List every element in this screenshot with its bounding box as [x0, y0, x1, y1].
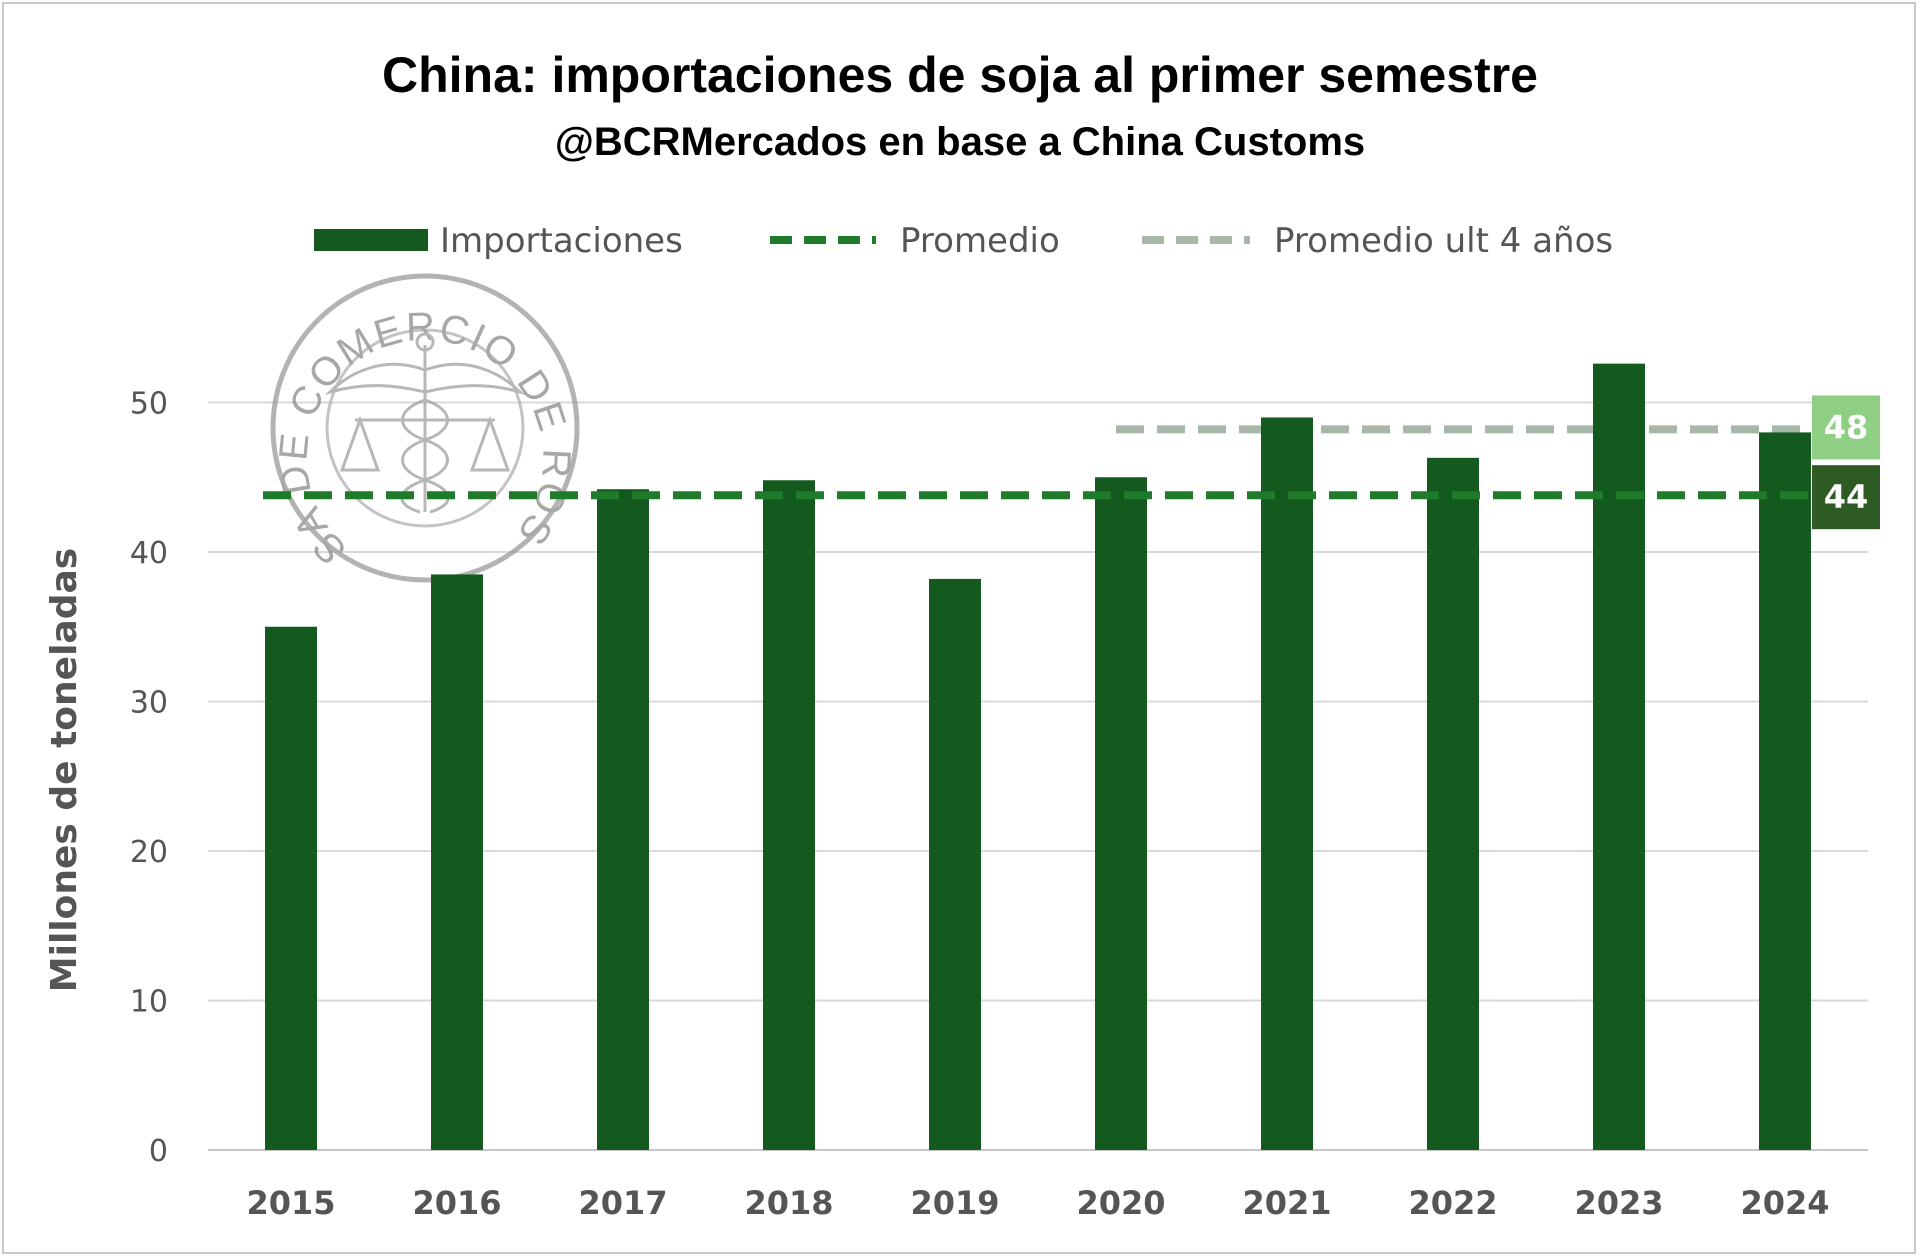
reference-tag: [1812, 465, 1880, 530]
x-tick-label: 2023: [1574, 1184, 1663, 1222]
y-axis-ticks: 0 10 20 30 40 50: [130, 387, 168, 1170]
y-axis-label: Millones de toneladas: [44, 548, 85, 992]
bar-2015: [265, 626, 317, 1150]
bar-2016: [431, 574, 483, 1150]
y-tick-label: 50: [130, 387, 168, 422]
bar-2020: [1095, 477, 1147, 1150]
x-tick-label: 2016: [412, 1184, 501, 1222]
reference-tag-label: 48: [1824, 408, 1869, 446]
bars: [265, 363, 1811, 1151]
legend: Importaciones Promedio Promedio ult 4 años: [314, 221, 1613, 261]
y-tick-label: 30: [130, 686, 168, 721]
chart-subtitle: @BCRMercados en base a China Customs: [555, 120, 1365, 164]
x-tick-label: 2021: [1242, 1184, 1331, 1222]
y-tick-label: 10: [130, 985, 168, 1020]
chart-title: China: importaciones de soja al primer s…: [382, 47, 1538, 103]
reference-tag: [1812, 395, 1880, 460]
bar-2023: [1593, 363, 1645, 1150]
bar-2018: [763, 480, 815, 1150]
bar-2019: [929, 578, 981, 1150]
y-tick-label: 0: [149, 1134, 168, 1169]
reference-lines-front: 44 48: [263, 395, 1880, 530]
legend-label-importaciones: Importaciones: [440, 221, 683, 261]
x-tick-label: 2022: [1408, 1184, 1497, 1222]
bar-2017: [597, 489, 649, 1151]
gridlines: [208, 401, 1868, 1151]
x-tick-label: 2024: [1740, 1184, 1829, 1222]
legend-label-promedio-ult-4: Promedio ult 4 años: [1274, 221, 1613, 261]
bar-2024: [1759, 432, 1811, 1150]
reference-tag-label: 44: [1824, 478, 1869, 516]
bar-2021: [1261, 417, 1313, 1150]
legend-label-promedio: Promedio: [900, 221, 1060, 261]
bar-2022: [1427, 457, 1479, 1150]
y-tick-label: 20: [130, 835, 168, 870]
x-tick-label: 2018: [744, 1184, 833, 1222]
x-axis-ticks: 2015 2016 2017 2018 2019 2020 2021 2022 2023 2024: [246, 1184, 1829, 1222]
legend-swatch-importaciones: [314, 229, 428, 251]
y-tick-label: 40: [130, 536, 168, 571]
x-tick-label: 2017: [578, 1184, 667, 1222]
x-tick-label: 2019: [910, 1184, 999, 1222]
x-tick-label: 2020: [1076, 1184, 1165, 1222]
x-tick-label: 2015: [246, 1184, 335, 1222]
